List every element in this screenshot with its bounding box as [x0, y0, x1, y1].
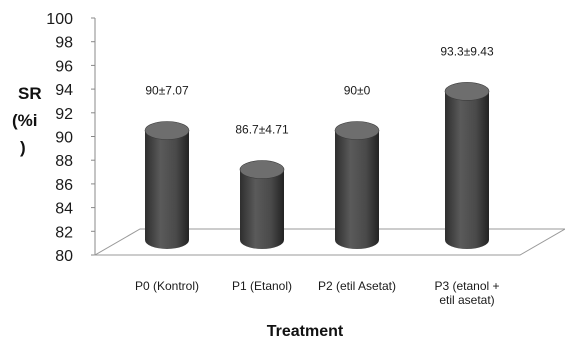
y-axis-title: SR (%i) [12, 84, 42, 157]
x-axis-title: Treatment [267, 323, 344, 340]
y-tick-label: 100 [46, 11, 73, 28]
y-tick-label: 88 [55, 153, 73, 170]
bar-body [240, 169, 284, 249]
category-labels: P0 (Kontrol) P1 (Etanol) P2 (etil Asetat) P… [135, 279, 500, 307]
y-tick-label: 94 [55, 82, 73, 99]
chart-floor [93, 228, 565, 256]
category-label: P1 (Etanol) [232, 279, 292, 293]
bar [444, 82, 490, 250]
y-tick-label: 98 [55, 35, 73, 52]
y-tick-label: 82 [55, 224, 73, 241]
data-label: 90±0 [344, 84, 371, 98]
data-label: 86.7±4.71 [235, 123, 289, 137]
y-tick-label: 90 [55, 130, 73, 147]
bar-top [334, 121, 380, 140]
y-tick-label: 84 [55, 201, 73, 218]
data-labels: 90±7.07 86.7±4.71 90±0 93.3±9.43 [145, 44, 494, 136]
y-tick-label: 86 [55, 177, 73, 194]
bar-top [239, 160, 285, 179]
bars [144, 82, 490, 250]
bar-body [145, 130, 189, 249]
y-axis-title-text: SR (%i) [12, 84, 42, 157]
floor-plane [93, 228, 565, 256]
bar-body [335, 130, 379, 249]
bar [144, 121, 190, 249]
category-label: P0 (Kontrol) [135, 279, 199, 293]
data-label: 90±7.07 [145, 84, 189, 98]
bar-top [444, 82, 490, 101]
y-tick-label: 92 [55, 106, 73, 123]
data-label: 93.3±9.43 [440, 44, 494, 58]
bar [239, 160, 285, 249]
bar-top [144, 121, 190, 140]
y-tick-label: 80 [55, 248, 73, 265]
axes: 80 82 84 86 88 90 92 94 96 98 100 [46, 11, 96, 265]
bar-body [445, 91, 489, 250]
bar [334, 121, 380, 249]
y-tick-label: 96 [55, 58, 73, 75]
category-label: P2 (etil Asetat) [318, 279, 396, 293]
category-label: P3 (etanol + etil asetat) [434, 279, 499, 307]
